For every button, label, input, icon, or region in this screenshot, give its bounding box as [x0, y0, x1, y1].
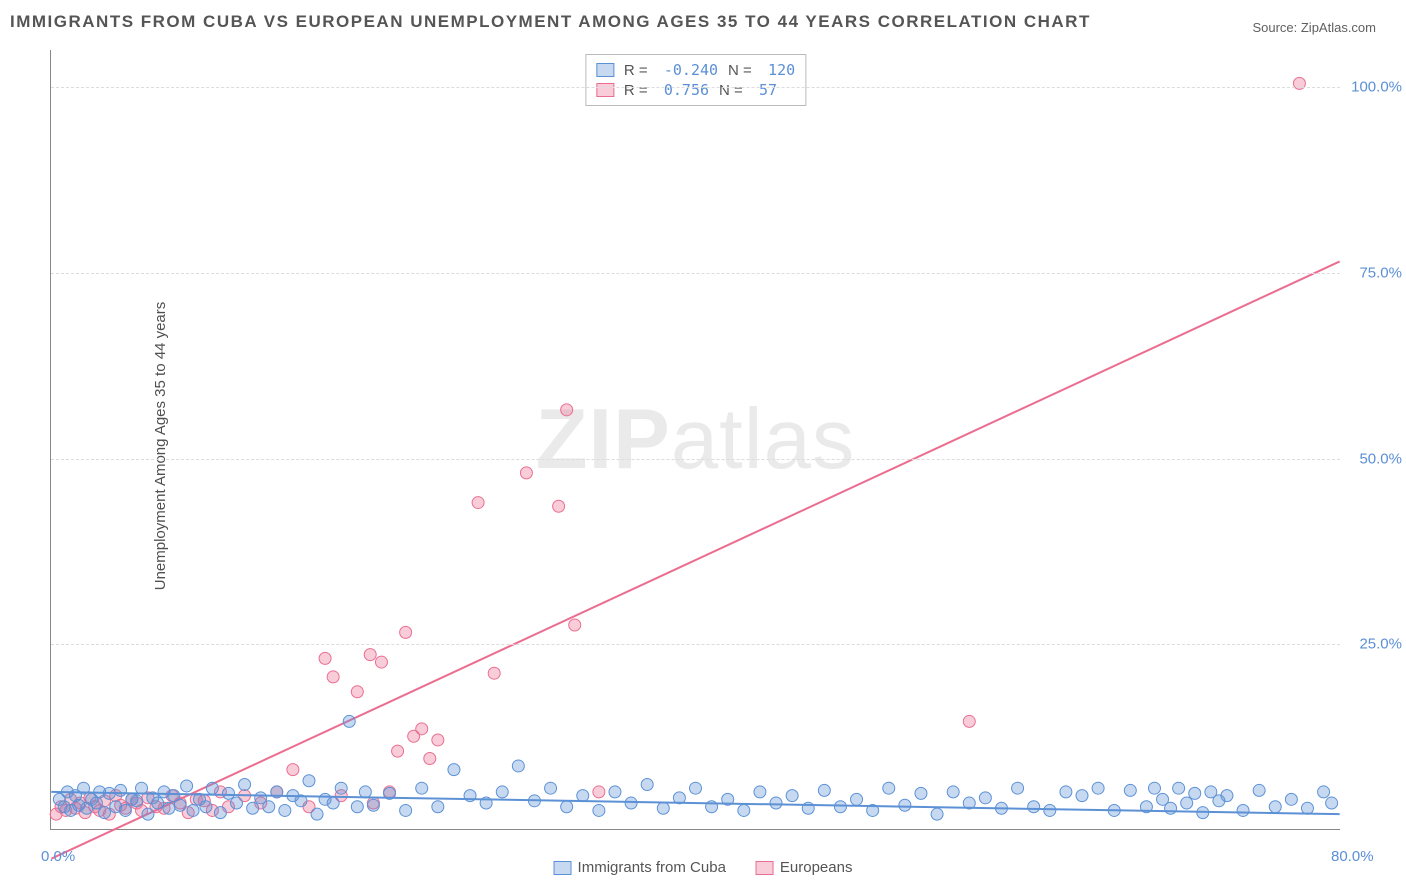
y-tick-label: 25.0%	[1359, 636, 1402, 653]
stat-r-label: R =	[624, 82, 654, 99]
stat-r-europeans: 0.756	[664, 81, 709, 99]
stat-row-europeans: R = 0.756 N = 57	[596, 81, 795, 99]
x-tick-label: 80.0%	[1331, 848, 1374, 865]
source-prefix: Source:	[1252, 20, 1300, 35]
stat-n-label: N =	[719, 82, 749, 99]
y-tick-label: 75.0%	[1359, 264, 1402, 281]
chart-svg	[51, 50, 1340, 829]
stat-n-label: N =	[728, 62, 758, 79]
legend-swatch-cuba	[554, 861, 572, 875]
stat-n-europeans: 57	[759, 81, 777, 99]
legend-label-europeans: Europeans	[780, 859, 853, 876]
stat-n-cuba: 120	[768, 61, 795, 79]
legend-item-cuba: Immigrants from Cuba	[554, 859, 726, 876]
plot-area: ZIPatlas R = -0.240 N = 120 R = 0.756 N …	[50, 50, 1340, 830]
y-tick-label: 100.0%	[1351, 79, 1402, 96]
bottom-legend: Immigrants from Cuba Europeans	[554, 859, 853, 876]
swatch-europeans	[596, 83, 614, 97]
stat-r-label: R =	[624, 62, 654, 79]
stat-r-cuba: -0.240	[664, 61, 718, 79]
source-link[interactable]: ZipAtlas.com	[1301, 20, 1376, 35]
x-tick-label: 0.0%	[41, 848, 75, 865]
legend-item-europeans: Europeans	[756, 859, 853, 876]
stat-row-cuba: R = -0.240 N = 120	[596, 61, 795, 79]
source-attribution: Source: ZipAtlas.com	[1252, 20, 1376, 35]
legend-label-cuba: Immigrants from Cuba	[578, 859, 726, 876]
correlation-stats-box: R = -0.240 N = 120 R = 0.756 N = 57	[585, 54, 806, 106]
swatch-cuba	[596, 63, 614, 77]
legend-swatch-europeans	[756, 861, 774, 875]
chart-title: IMMIGRANTS FROM CUBA VS EUROPEAN UNEMPLO…	[10, 12, 1091, 32]
y-tick-label: 50.0%	[1359, 450, 1402, 467]
